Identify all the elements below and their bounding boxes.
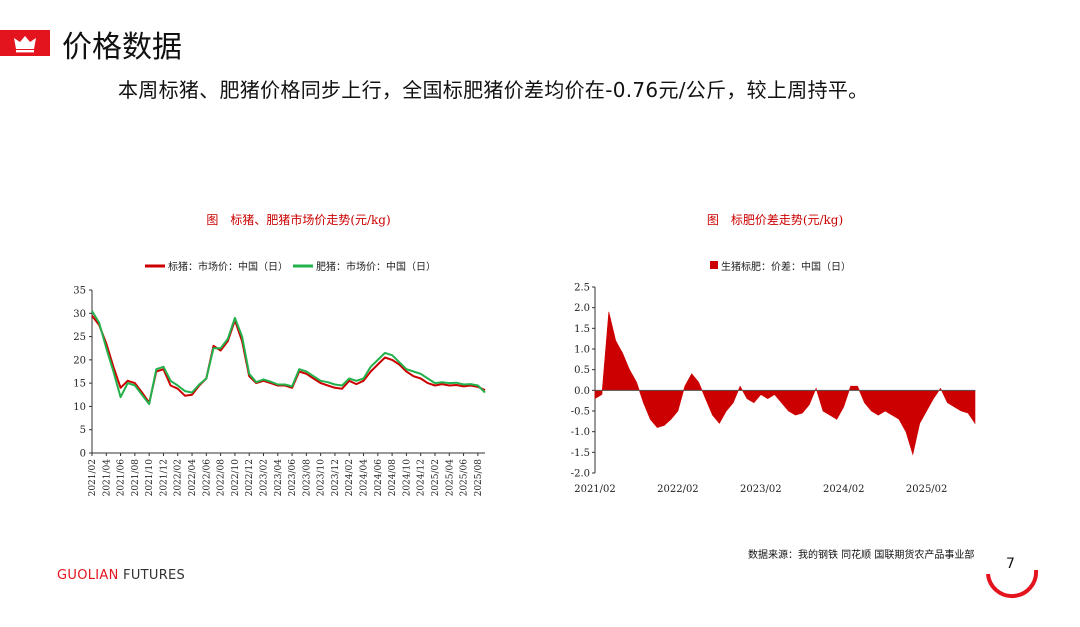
- x-tick-label: 2021/06: [117, 459, 127, 497]
- x-tick-label: 2021/12: [159, 459, 169, 496]
- brand-logo: GUOLIAN FUTURES: [57, 568, 185, 583]
- x-tick-label: 2022/08: [217, 459, 227, 497]
- x-tick-label: 2023/12: [331, 459, 341, 496]
- y-tick-label: -1.0: [571, 427, 590, 438]
- x-tick-label: 2024/10: [402, 459, 412, 497]
- chart-title: 图 标肥价差走势(元/kg): [707, 213, 843, 227]
- x-tick-label: 2023/02: [740, 484, 782, 495]
- crown-icon: [14, 36, 36, 53]
- y-tick-label: -1.5: [571, 448, 590, 459]
- y-tick-label: 5: [80, 425, 86, 436]
- y-tick-label: 30: [73, 309, 86, 320]
- y-tick-label: 10: [73, 402, 86, 413]
- x-tick-label: 2024/12: [417, 459, 427, 496]
- x-tick-label: 2022/02: [657, 484, 699, 495]
- x-tick-label: 2024/04: [360, 459, 370, 497]
- legend-label-0: 生猪标肥：价差：中国（日）: [721, 260, 851, 273]
- chart-title: 图 标猪、肥猪市场价走势(元/kg): [206, 212, 390, 227]
- x-tick-label: 2021/02: [88, 459, 98, 496]
- y-tick-label: 0.0: [574, 386, 590, 397]
- x-tick-label: 2022/06: [202, 459, 212, 497]
- y-tick-label: 0.5: [574, 365, 590, 376]
- x-tick-label: 2022/02: [174, 459, 184, 496]
- x-tick-label: 2021/02: [574, 484, 616, 495]
- legend-swatch-0: [710, 261, 718, 269]
- x-tick-label: 2021/10: [145, 459, 155, 497]
- y-tick-label: 2.5: [574, 283, 590, 294]
- price-line-chart: 图 标猪、肥猪市场价走势(元/kg) 标猪：市场价：中国（日） 肥猪：市场价：中国（…: [73, 212, 486, 497]
- y-tick-label: -2.0: [571, 469, 590, 480]
- x-tick-label: 2024/08: [388, 459, 398, 497]
- x-tick-label: 2021/04: [102, 459, 112, 497]
- spread-area-chart: 图 标肥价差走势(元/kg) 生猪标肥：价差：中国（日） 2.5 2.0 1.5 1.0 0…: [571, 213, 976, 495]
- page-title: 价格数据: [62, 30, 182, 65]
- x-tick-label: 2023/06: [288, 459, 298, 497]
- x-tick-label: 2025/08: [474, 459, 484, 497]
- x-tick-label: 2022/04: [188, 459, 198, 497]
- x-tick-label: 2025/06: [460, 459, 470, 497]
- x-tick-label: 2021/08: [131, 459, 141, 497]
- page-subtitle: 本周标猪、肥猪价格同步上行，全国标肥猪价差均价在-0.76元/公斤，较上周持平。: [118, 78, 869, 102]
- series-line-1: [91, 310, 486, 406]
- page-number: 7: [1006, 556, 1015, 572]
- x-tick-label: 2025/02: [906, 484, 948, 495]
- x-tick-label: 2024/06: [374, 459, 384, 497]
- y-tick-label: 35: [73, 286, 86, 297]
- series-line-0: [91, 314, 486, 404]
- y-tick-label: -0.5: [571, 407, 590, 418]
- x-tick-label: 2023/02: [259, 459, 269, 496]
- x-tick-label: 2023/10: [317, 459, 327, 497]
- x-tick-label: 2024/02: [823, 484, 865, 495]
- y-tick-label: 0: [80, 449, 86, 460]
- y-tick-label: 20: [73, 355, 86, 366]
- y-tick-label: 1.0: [574, 345, 590, 356]
- x-tick-label: 2023/08: [302, 459, 312, 497]
- x-tick-label: 2022/10: [231, 459, 241, 497]
- y-tick-label: 2.0: [574, 303, 590, 314]
- y-tick-label: 1.5: [574, 324, 590, 335]
- brand-part2: FUTURES: [118, 568, 186, 583]
- y-tick-label: 15: [73, 379, 86, 390]
- legend-label-0: 标猪：市场价：中国（日）: [168, 260, 288, 273]
- x-tick-label: 2024/02: [345, 459, 355, 496]
- x-tick-label: 2025/02: [431, 459, 441, 496]
- legend-label-1: 肥猪：市场价：中国（日）: [316, 260, 436, 273]
- series-area-0: [594, 311, 976, 456]
- brand-part1: GUOLIAN: [57, 568, 119, 583]
- x-tick-label: 2023/04: [274, 459, 284, 497]
- x-tick-label: 2022/12: [245, 459, 255, 496]
- data-source: 数据来源：我的钢铁 同花顺 国联期货农产品事业部: [748, 550, 975, 561]
- x-tick-label: 2025/04: [445, 459, 455, 497]
- y-tick-label: 25: [73, 332, 86, 343]
- page-ring-icon: [986, 569, 1039, 599]
